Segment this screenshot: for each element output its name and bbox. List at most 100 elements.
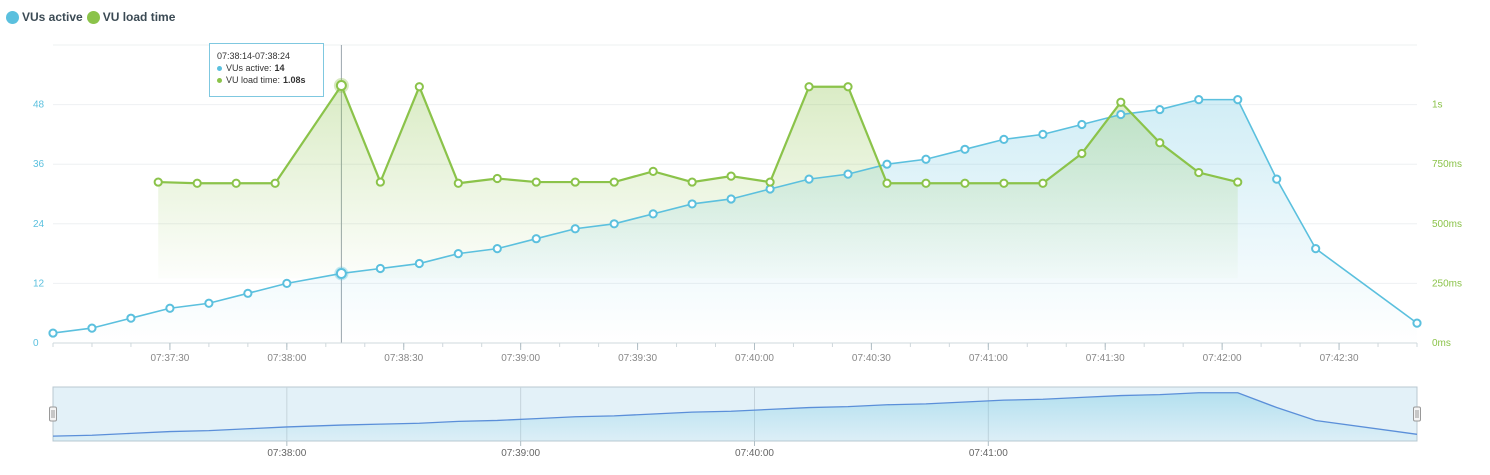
- vu-load-time-point: [1194, 167, 1204, 178]
- vus-active-point: [1412, 318, 1422, 328]
- vu-load-time-point: [687, 177, 697, 187]
- vu-load-time-point: [648, 166, 658, 176]
- vus-active-point: [804, 174, 814, 184]
- vus-active-point: [960, 144, 970, 154]
- tooltip-label-vus-active: VUs active:: [226, 63, 272, 73]
- y-left-tick-label: 48: [33, 100, 45, 111]
- vus-active-point: [921, 154, 931, 164]
- vus-active-point: [882, 159, 892, 169]
- tooltip-label-vu-load-time: VU load time:: [226, 75, 281, 85]
- vu-load-time-point: [843, 82, 853, 92]
- vu-load-time-point: [570, 177, 580, 187]
- navigator-tick-label: 07:39:00: [501, 448, 540, 459]
- vus-active-point: [375, 263, 385, 274]
- navigator-tick-label: 07:41:00: [969, 448, 1008, 459]
- x-tick-label: 07:40:00: [735, 353, 774, 364]
- tooltip-dot-vus-active: [217, 65, 222, 71]
- x-tick-label: 07:42:00: [1203, 353, 1242, 364]
- vus-active-point: [1233, 95, 1243, 105]
- y-right-tick-label: 1s: [1432, 100, 1443, 111]
- navigator-line: [52, 392, 1418, 437]
- x-tick-label: 07:39:30: [618, 353, 657, 364]
- vu-load-time-point: [414, 82, 424, 92]
- x-tick-label: 07:42:30: [1320, 353, 1359, 364]
- vu-load-time-point: [726, 171, 736, 181]
- x-tick-label: 07:41:30: [1086, 353, 1125, 364]
- y-left-tick-label: 0: [33, 338, 39, 349]
- tooltip-value-vus-active: 14: [274, 63, 285, 73]
- x-tick-label: 07:40:30: [852, 353, 891, 364]
- series-points: [48, 78, 1422, 338]
- y-left-tick-label: 24: [33, 219, 45, 230]
- tooltip: 07:38:14-07:38:24 VUs active: 14 VU load…: [209, 43, 324, 97]
- vu-load-time-point: [492, 173, 502, 184]
- vus-active-legend-dot: [6, 10, 19, 24]
- tooltip-dot-vu-load-time: [217, 77, 222, 83]
- tooltip-row-vu-load-time: VU load time: 1.08s: [217, 74, 316, 86]
- vu-load-time-point: [531, 177, 541, 187]
- vus-active-point: [87, 323, 97, 333]
- vus-active-point: [687, 199, 697, 209]
- vu-load-time-point: [270, 178, 280, 188]
- vu-load-time-point: [804, 82, 814, 92]
- vus-active-point: [243, 288, 253, 298]
- vus-active-point: [1077, 119, 1087, 130]
- vus-active-point: [999, 134, 1009, 144]
- vus-active-point: [1311, 244, 1321, 254]
- vu-load-time-point: [921, 178, 931, 188]
- vus-active-point: [531, 234, 541, 244]
- vus-active-point: [1155, 104, 1165, 115]
- vus-active-point: [492, 244, 502, 254]
- vu-load-time-point: [335, 80, 347, 92]
- vu-load-time-legend-dot: [86, 10, 100, 24]
- vu-load-time-point: [1233, 177, 1243, 187]
- navigator[interactable]: 07:38:00 07:39:00 07:40:00 07:41:00: [49, 386, 1421, 459]
- navigator-tick-label: 07:40:00: [735, 448, 774, 459]
- vus-active-point: [1272, 174, 1282, 184]
- navigator-area: [53, 392, 1417, 441]
- y-right-tick-label: 500ms: [1432, 219, 1462, 230]
- vus-active-point: [453, 249, 463, 259]
- y-right-tick-label: 0ms: [1432, 338, 1451, 349]
- vu-load-time-point: [1077, 148, 1087, 159]
- x-tick-label: 07:38:30: [384, 353, 423, 364]
- legend: VUs active VU load time: [6, 10, 179, 24]
- vus-active-point: [1038, 129, 1048, 139]
- vus-active-point: [843, 169, 853, 179]
- tooltip-row-vus-active: VUs active: 14: [217, 62, 316, 74]
- vu-load-time-point: [192, 178, 202, 188]
- y-left-tick-label: 12: [33, 278, 45, 289]
- axes: 0 12 24 36 48 0ms 250ms 500ms 750ms 1s 07:37:30 07:…: [33, 100, 1462, 364]
- vu-load-time-point: [153, 177, 163, 187]
- legend-item-vus-active[interactable]: VUs active: [6, 10, 83, 24]
- tooltip-value-vu-load-time: 1.08s: [283, 75, 306, 85]
- legend-item-vu-load-time[interactable]: VU load time: [86, 10, 176, 24]
- vu-load-time-point: [231, 178, 241, 188]
- vus-active-point: [48, 328, 58, 338]
- vus-active-point: [414, 258, 424, 269]
- tooltip-time-range: 07:38:14-07:38:24: [217, 51, 291, 61]
- vus-active-point: [126, 313, 136, 323]
- vus-active-point: [570, 224, 580, 234]
- vus-active-point: [165, 303, 175, 313]
- navigator-tick-label: 07:38:00: [267, 448, 306, 459]
- x-tick-label: 07:37:30: [150, 353, 189, 364]
- vus-active-point: [609, 219, 619, 229]
- vu-load-time-point: [375, 177, 385, 187]
- navigator-handle-right[interactable]: [1413, 406, 1421, 422]
- navigator-handle-left[interactable]: [49, 406, 57, 422]
- vu-load-time-point: [453, 178, 463, 188]
- y-left-tick-label: 36: [33, 159, 45, 170]
- x-tick-label: 07:39:00: [501, 353, 540, 364]
- vu-load-time-point: [765, 177, 775, 187]
- vu-load-time-point: [609, 177, 619, 187]
- legend-label-vu-load-time: VU load time: [102, 10, 176, 24]
- series-lines: [52, 83, 1418, 334]
- vus-active-point: [1116, 109, 1126, 120]
- vus-active-point: [282, 278, 292, 288]
- vus-active-point: [204, 298, 214, 308]
- vu-load-time-point: [1038, 178, 1048, 188]
- vus-active-point: [648, 209, 658, 219]
- vu-load-time-point: [1155, 138, 1165, 148]
